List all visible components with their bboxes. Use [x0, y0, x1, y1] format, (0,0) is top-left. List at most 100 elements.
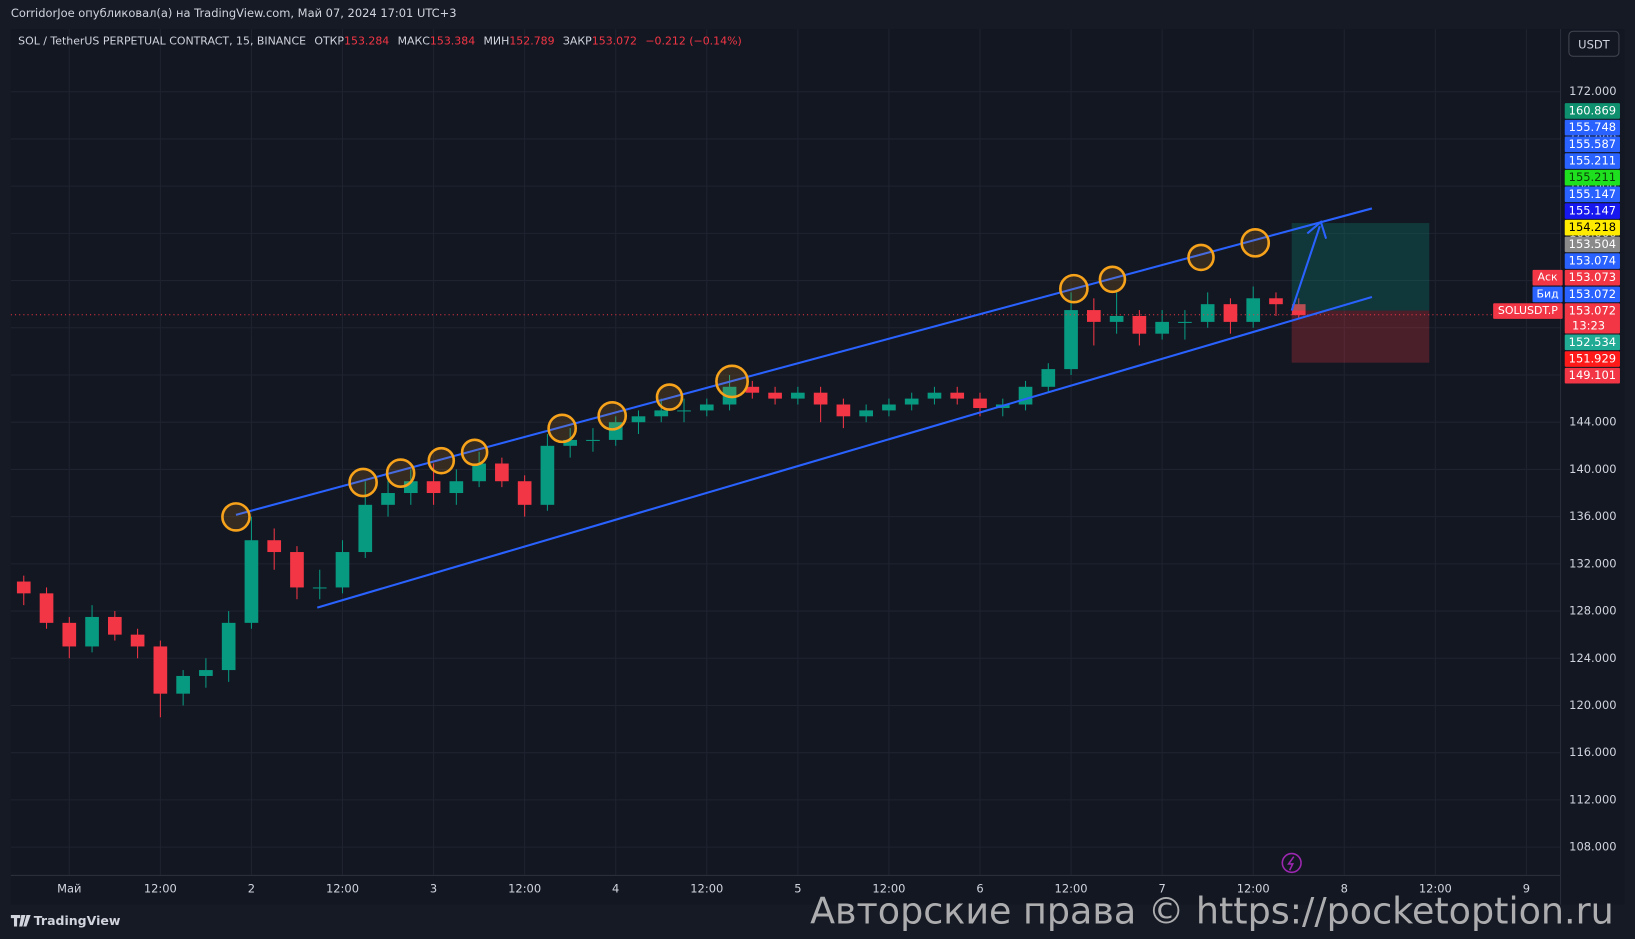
price-tag: [1564, 303, 1620, 334]
candle-body: [107, 616, 122, 635]
y-tick-label: 144.000: [1569, 415, 1616, 429]
candle-body: [381, 493, 395, 505]
candle-body: [1041, 369, 1056, 387]
y-tick-label: 132.000: [1569, 556, 1616, 570]
candle-body: [1246, 298, 1261, 322]
price-tag-side-label: Аск: [1538, 271, 1558, 284]
drawings: [10, 207, 1561, 874]
price-tags: 160.869 155.748 155.587 155.211 155.211 155.1…: [1493, 103, 1620, 384]
price-tag-label: 153.073: [1569, 270, 1616, 284]
legend-label: ЗАКР: [563, 35, 592, 48]
price-tag: [1564, 136, 1620, 153]
price-tag-label: 153.504: [1569, 237, 1616, 251]
price-tag-side: [1493, 303, 1563, 319]
touch-circle: [655, 383, 684, 411]
x-tick-label: 9: [1523, 881, 1530, 895]
x-tick-label: 12:00: [872, 881, 905, 895]
price-tag: [1564, 169, 1620, 186]
legend-value: 153.072: [592, 35, 637, 48]
price-tag: [1564, 334, 1620, 351]
candle-body: [1155, 321, 1169, 334]
x-tick-label: 2: [248, 881, 255, 895]
legend-value: 153.284: [344, 35, 389, 48]
y-tick-label: 128.000: [1569, 604, 1616, 618]
y-tick-label: 172.000: [1569, 84, 1616, 98]
x-tick-label: 12:00: [1419, 881, 1452, 895]
price-tag-label: 152.534: [1569, 335, 1616, 349]
touch-circle: [221, 502, 251, 532]
candle-body: [1064, 310, 1078, 370]
x-tick-label: 4: [612, 881, 619, 895]
candle-body: [1291, 304, 1306, 316]
price-tag-label: 153.074: [1569, 254, 1616, 268]
price-tag: [1564, 103, 1620, 119]
arrow: [1290, 220, 1328, 311]
y-tick-label: 112.000: [1569, 792, 1616, 806]
candle-body: [950, 392, 965, 399]
candle-body: [927, 392, 942, 399]
candle-body: [85, 616, 99, 647]
currency-button[interactable]: [1568, 30, 1620, 57]
price-tag: [1564, 286, 1620, 303]
legend-change: −0.212 (−0.14%): [645, 35, 741, 48]
price-tag: [1564, 236, 1620, 253]
x-tick-label: 12:00: [690, 881, 723, 895]
price-tag-label: 155.748: [1569, 120, 1616, 134]
legend-value: 152.789: [509, 35, 554, 48]
candle-body: [904, 398, 919, 405]
candle-body: [586, 439, 600, 441]
candle-body: [540, 445, 555, 505]
x-tick-label: 6: [976, 881, 983, 895]
candle-body: [1018, 386, 1033, 405]
x-tick-label: 12:00: [326, 881, 359, 895]
candle-body: [859, 410, 873, 417]
long-target-zone: [1291, 223, 1430, 311]
legend-symbol: SOL / TetherUS PERPETUAL CONTRACT, 15, B…: [18, 35, 306, 48]
price-tag-side-label: SOLUSDT.P: [1498, 304, 1558, 317]
candle-body: [312, 587, 327, 589]
publisher-line: CorridorJoe опубликовал(а) на TradingVie…: [11, 6, 457, 20]
x-tick-label: 7: [1158, 881, 1165, 895]
y-tick-label: 120.000: [1569, 698, 1616, 712]
price-tag: [1564, 253, 1620, 269]
touch-circle: [1059, 273, 1089, 304]
candle-body: [39, 593, 54, 623]
x-tick-label: 8: [1341, 881, 1348, 895]
events-icon[interactable]: [1281, 852, 1302, 874]
channel-upper: [235, 207, 1373, 516]
price-tag-label: 153.072: [1569, 287, 1616, 301]
candle-body: [1132, 315, 1147, 334]
price-tag-label: 149.101: [1569, 368, 1616, 382]
legend-label: ОТКР: [314, 35, 344, 48]
y-tick-label: 116.000: [1569, 745, 1616, 759]
touch-circle: [348, 467, 378, 498]
price-tag: [1564, 351, 1620, 367]
candle-body: [517, 481, 532, 505]
price-tag-label: 155.147: [1569, 204, 1616, 218]
candle-body: [267, 540, 282, 553]
y-tick-label: 140.000: [1569, 462, 1616, 476]
candle-body: [244, 540, 259, 623]
candle-body: [290, 552, 304, 588]
price-tag-label: 155.211: [1569, 170, 1616, 184]
candle-body: [563, 439, 578, 446]
long-stop-zone: [1291, 310, 1430, 363]
candle-body: [199, 670, 213, 676]
candle-body: [16, 581, 31, 594]
candle-body: [62, 622, 77, 647]
price-tag: [1564, 119, 1620, 136]
price-tag-label: 160.869: [1569, 103, 1616, 117]
touch-circle: [1240, 227, 1271, 258]
candle-body: [677, 410, 691, 412]
x-tick-label: 12:00: [1237, 881, 1270, 895]
price-tag: [1564, 153, 1620, 169]
candle-body: [335, 552, 350, 588]
candle-body: [176, 675, 190, 694]
price-tag-side-label: Бид: [1537, 287, 1559, 300]
candle-body: [403, 481, 418, 494]
price-tag-label: 153.072: [1569, 304, 1616, 318]
legend-label: МАКС: [398, 35, 431, 48]
candle-body: [495, 463, 509, 482]
y-tick-label: 108.000: [1569, 840, 1616, 854]
